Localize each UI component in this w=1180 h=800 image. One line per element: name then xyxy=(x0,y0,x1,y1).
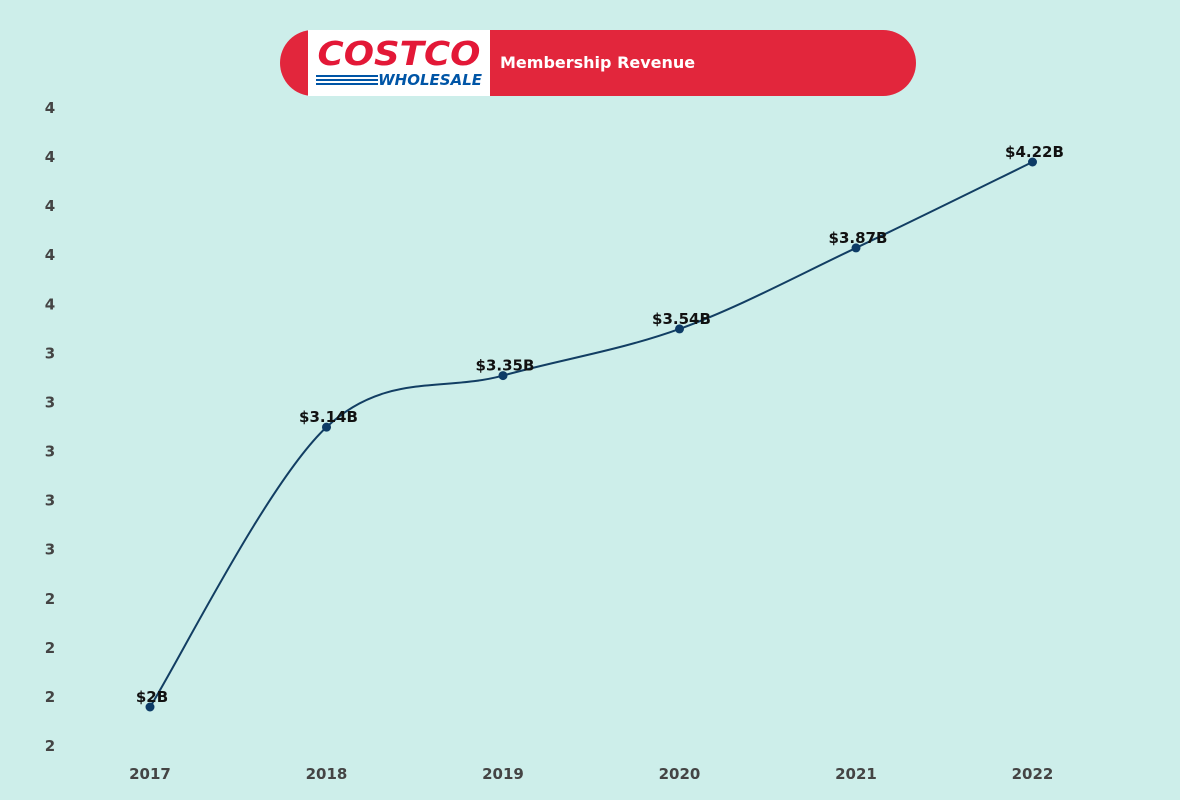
y-axis: 4 4 4 4 4 3 3 3 3 3 2 2 2 2 xyxy=(45,99,55,755)
data-label: $3.54B xyxy=(652,310,711,328)
y-tick-label: 3 xyxy=(45,492,55,510)
data-label: $4.22B xyxy=(1005,143,1064,161)
y-tick-label: 2 xyxy=(45,590,55,608)
y-tick-label: 4 xyxy=(45,148,55,166)
y-tick-label: 4 xyxy=(45,295,55,313)
x-tick-label: 2019 xyxy=(482,765,524,783)
x-tick-label: 2018 xyxy=(306,765,348,783)
data-labels: $2B $3.14B $3.35B $3.54B $3.87B $4.22B xyxy=(136,143,1064,706)
y-tick-label: 4 xyxy=(45,99,55,117)
series-line xyxy=(149,161,1033,708)
logo-wordmark: COSTCO xyxy=(317,34,481,73)
data-point xyxy=(322,422,331,432)
y-tick-label: 2 xyxy=(45,639,55,657)
x-tick-label: 2022 xyxy=(1012,765,1054,783)
y-tick-label: 2 xyxy=(45,688,55,706)
y-tick-label: 2 xyxy=(45,737,55,755)
y-tick-label: 3 xyxy=(45,541,55,559)
logo-stripes xyxy=(316,75,378,87)
y-tick-label: 4 xyxy=(45,197,55,215)
y-tick-label: 3 xyxy=(45,393,55,411)
x-tick-label: 2020 xyxy=(659,765,701,783)
x-axis: 2017 2018 2019 2020 2021 2022 xyxy=(129,765,1053,783)
x-tick-label: 2017 xyxy=(129,765,171,783)
data-point xyxy=(498,371,508,381)
chart-title: Membership Revenue xyxy=(500,53,696,72)
y-tick-label: 3 xyxy=(45,443,55,461)
data-label: $2B xyxy=(136,688,168,706)
x-tick-label: 2021 xyxy=(835,765,877,783)
costco-logo: COSTCO WHOLESALE xyxy=(308,30,490,96)
data-point xyxy=(145,702,155,712)
y-tick-label: 4 xyxy=(45,246,55,264)
data-point xyxy=(675,324,684,334)
logo-subtext: WHOLESALE xyxy=(378,71,482,89)
data-label: $3.14B xyxy=(299,408,358,426)
data-point xyxy=(851,243,861,253)
data-point xyxy=(1028,157,1037,167)
chart-title-banner: COSTCO WHOLESALE Membership Revenue xyxy=(280,30,916,96)
data-points xyxy=(145,157,1037,712)
data-label: $3.87B xyxy=(829,229,888,247)
y-tick-label: 3 xyxy=(45,344,55,362)
data-label: $3.35B xyxy=(476,357,535,375)
